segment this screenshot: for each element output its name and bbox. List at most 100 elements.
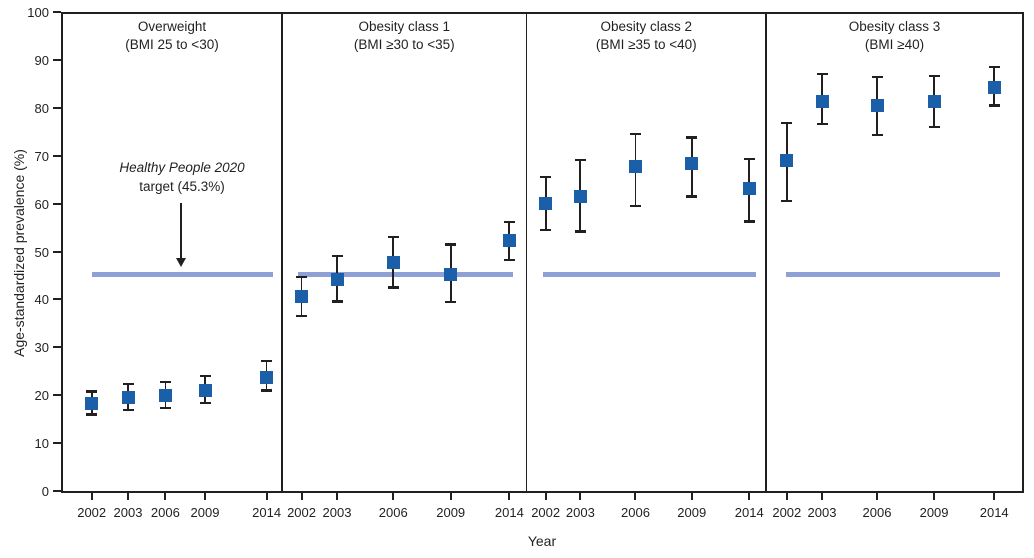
y-axis-line (61, 12, 63, 493)
y-tick-mark (53, 202, 61, 205)
plot-border-top (62, 12, 1023, 14)
y-tick-label: 0 (41, 484, 49, 499)
x-tick-mark (821, 493, 824, 500)
healthy-people-target-line (786, 271, 1000, 277)
y-tick-label: 50 (34, 244, 49, 260)
target-annotation-line1: Healthy People 2020 (119, 160, 245, 175)
data-point-marker (815, 94, 829, 108)
data-point-marker (628, 160, 642, 174)
x-tick-mark (90, 493, 93, 500)
target-annotation: Healthy People 2020 target (45.3%) (96, 158, 268, 196)
y-tick-mark (53, 442, 61, 445)
x-axis-label: Year (527, 533, 557, 549)
x-tick-label: 2014 (979, 505, 1009, 520)
x-tick-mark (508, 493, 511, 500)
data-point-marker (685, 157, 699, 171)
data-point-marker (198, 383, 212, 397)
panel-title-line2: (BMI ≥35 to <40) (595, 37, 697, 52)
target-arrow-head (176, 258, 186, 267)
x-tick-label: 2014 (734, 505, 764, 520)
y-tick-mark (53, 250, 61, 253)
plot-border-right (1022, 12, 1024, 493)
x-tick-mark (993, 493, 996, 500)
x-tick-label: 2006 (378, 505, 408, 520)
healthy-people-target-line (298, 271, 513, 277)
error-bar-cap-top (503, 220, 515, 223)
data-point-marker (330, 272, 344, 286)
error-bar-cap-top (928, 75, 940, 78)
x-tick-label: 2003 (322, 505, 352, 520)
healthy-people-target-line (543, 271, 756, 277)
panel-divider (765, 12, 767, 491)
error-bar-cap-bottom (928, 125, 940, 129)
y-tick-label: 80 (34, 100, 49, 116)
error-bar-cap-top (988, 66, 1000, 69)
x-tick-mark (785, 493, 788, 500)
x-tick-label: 2002 (531, 505, 561, 520)
error-bar-cap-bottom (686, 195, 698, 198)
panel-title-line1: Overweight (137, 19, 207, 34)
x-tick-mark (449, 493, 452, 500)
error-bar-cap-bottom (816, 123, 828, 126)
error-bar-cap-bottom (296, 314, 308, 317)
y-tick-mark (53, 490, 61, 492)
y-tick-label: 60 (34, 196, 49, 212)
x-tick-label: 2009 (919, 505, 949, 520)
error-bar-cap-bottom (159, 406, 171, 409)
error-bar-cap-bottom (503, 259, 515, 262)
error-bar-cap-bottom (629, 204, 641, 207)
target-annotation-line2: target (45.3%) (139, 179, 225, 194)
error-bar-cap-top (86, 390, 98, 393)
panel-divider (281, 12, 283, 491)
panel-title-line2: (BMI 25 to <30) (125, 37, 219, 52)
x-tick-mark (336, 493, 338, 500)
y-tick-mark (53, 106, 61, 109)
data-point-marker (502, 233, 516, 247)
error-bar-cap-bottom (261, 389, 273, 392)
error-bar-cap-top (296, 275, 308, 279)
x-tick-mark (127, 493, 129, 500)
x-tick-label: 2002 (287, 505, 316, 520)
y-tick-mark (53, 346, 61, 349)
data-point-marker (539, 197, 553, 211)
panel-title: Overweight (BMI 25 to <30) (62, 18, 282, 54)
y-tick-mark (53, 11, 61, 13)
x-tick-mark (164, 493, 167, 500)
data-point-marker (742, 181, 756, 195)
error-bar-cap-top (629, 132, 641, 135)
error-bar-cap-top (331, 255, 343, 258)
panel-title-line1: Obesity class 1 (358, 19, 451, 34)
error-bar-cap-bottom (86, 413, 98, 416)
x-tick-mark (933, 493, 936, 500)
x-tick-mark (204, 493, 206, 500)
panel-title-line1: Obesity class 2 (600, 19, 693, 34)
x-axis-line (61, 491, 1023, 493)
error-bar-cap-bottom (445, 301, 457, 304)
x-tick-label: 2009 (436, 505, 466, 520)
error-bar-cap-top (871, 76, 883, 79)
error-bar-cap-top (445, 243, 457, 246)
error-bar-cap-top (540, 175, 552, 178)
panel-title-line1: Obesity class 3 (848, 19, 941, 34)
x-tick-label: 2009 (677, 505, 707, 520)
error-bar-cap-bottom (743, 220, 755, 223)
x-tick-label: 2006 (621, 505, 650, 520)
error-bar-cap-bottom (574, 230, 586, 233)
panel-title-line2: (BMI ≥40) (864, 37, 925, 52)
error-bar-cap-bottom (540, 228, 552, 232)
panel-title-line2: (BMI ≥30 to <35) (353, 37, 455, 52)
x-tick-mark (392, 493, 395, 500)
y-tick-label: 20 (34, 388, 49, 404)
x-tick-label: 2014 (252, 505, 282, 520)
error-bar-cap-top (199, 375, 211, 378)
error-bar-cap-top (743, 157, 755, 160)
panel-title: Obesity class 2 (BMI ≥35 to <40) (527, 18, 767, 54)
y-tick-mark (53, 298, 61, 301)
x-tick-label: 2006 (862, 505, 892, 520)
x-tick-mark (300, 493, 303, 500)
data-point-marker (987, 80, 1001, 94)
data-point-marker (260, 370, 274, 384)
error-bar-cap-top (122, 383, 134, 386)
x-tick-label: 2014 (494, 505, 524, 520)
y-tick-mark (53, 394, 61, 397)
